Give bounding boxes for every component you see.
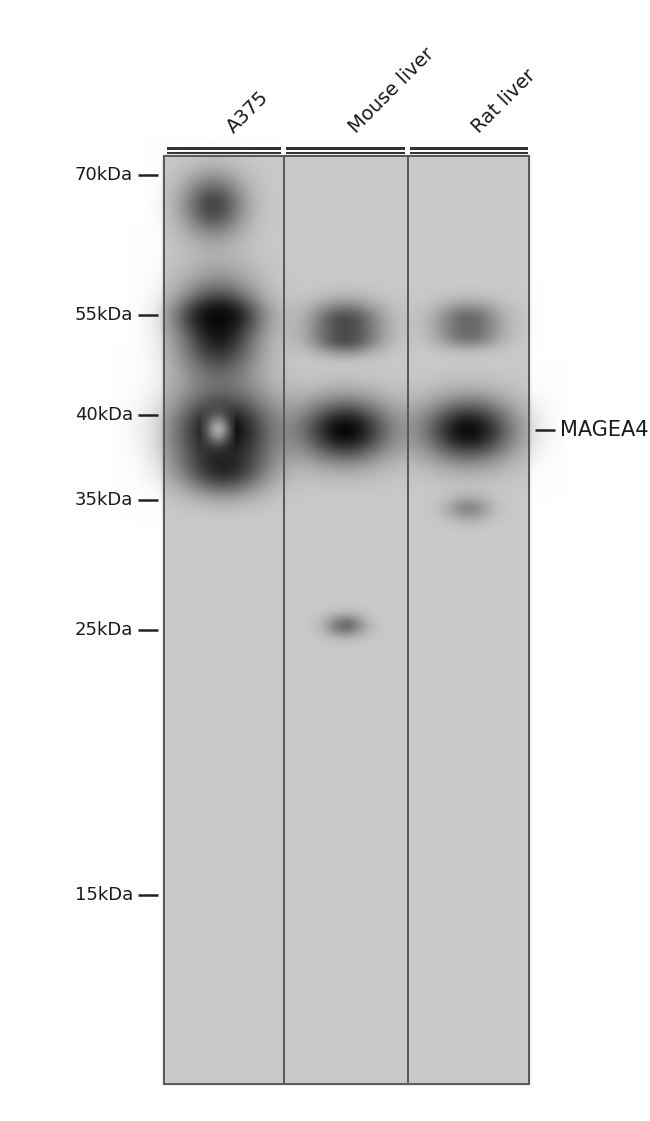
Text: MAGEA4: MAGEA4	[560, 420, 649, 441]
Text: Rat liver: Rat liver	[468, 66, 539, 137]
Text: 15kDa: 15kDa	[75, 886, 133, 904]
Text: 40kDa: 40kDa	[75, 406, 133, 424]
Text: 55kDa: 55kDa	[75, 306, 133, 324]
Text: 25kDa: 25kDa	[75, 621, 133, 639]
Text: 70kDa: 70kDa	[75, 166, 133, 184]
Text: Mouse liver: Mouse liver	[345, 45, 437, 137]
Text: 35kDa: 35kDa	[75, 491, 133, 509]
Text: A375: A375	[223, 87, 272, 137]
